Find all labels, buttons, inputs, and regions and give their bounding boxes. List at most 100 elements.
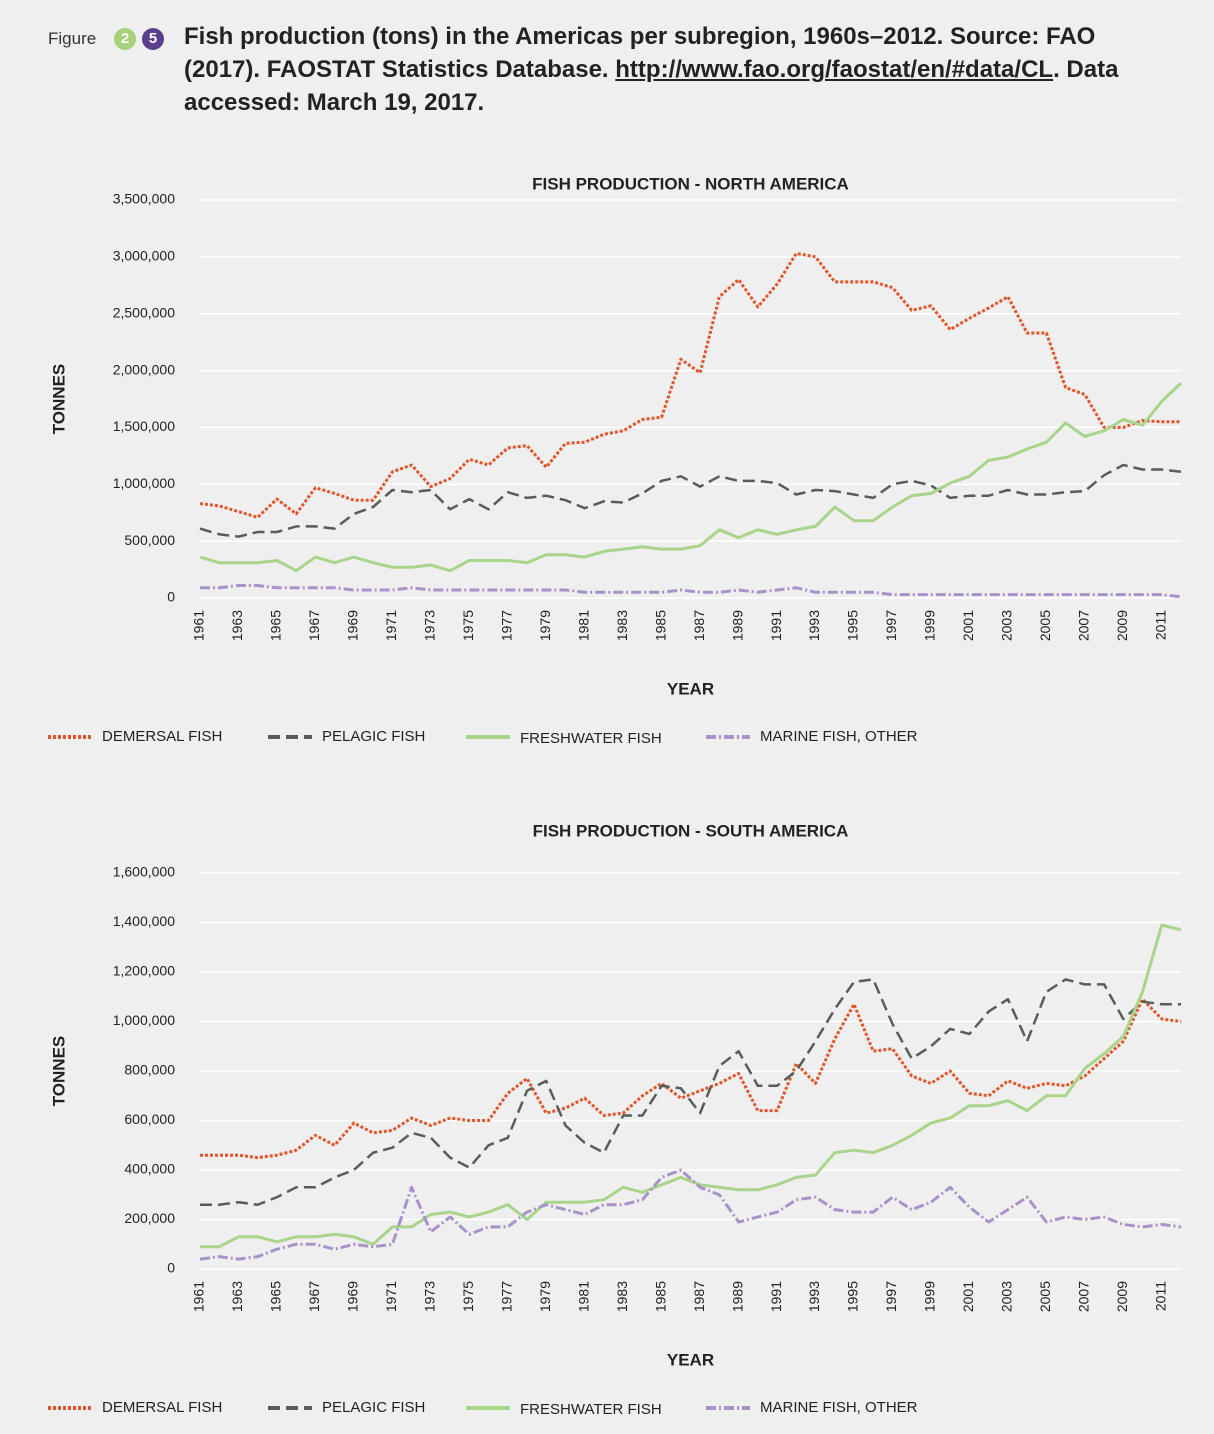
y-tick-label: 200,000	[124, 1210, 175, 1226]
x-tick-label: 1965	[268, 610, 284, 641]
x-tick-label: 1991	[768, 610, 784, 641]
x-tick-label: 1975	[460, 1281, 476, 1312]
caption-text: Fish production (tons) in the Americas p…	[184, 23, 1096, 83]
x-tick-label: 2007	[1076, 1281, 1092, 1312]
x-tick-label: 1979	[537, 610, 553, 641]
x-tick-label: 1985	[652, 610, 668, 641]
x-tick-label: 1973	[422, 610, 438, 641]
x-tick-label: 1961	[191, 1281, 207, 1312]
series-line	[199, 382, 1183, 573]
x-axis-label: YEAR	[667, 679, 714, 698]
series-line	[200, 584, 1182, 599]
y-tick-label: 600,000	[124, 1111, 175, 1127]
figure-header: Figure 2 5 Fish production (tons) in the…	[0, 0, 1214, 130]
y-tick-label: 400,000	[124, 1161, 175, 1177]
x-tick-label: 1977	[498, 610, 514, 641]
y-tick-label: 1,000,000	[113, 475, 175, 491]
y-tick-label: 3,000,000	[113, 248, 175, 264]
x-tick-label: 2005	[1037, 1281, 1053, 1312]
number-badge: 5	[142, 28, 164, 50]
chapter-badge: 2	[114, 28, 136, 50]
legend-label: MARINE FISH, OTHER	[760, 728, 918, 745]
x-tick-label: 1975	[460, 610, 476, 641]
x-tick-label: 2001	[960, 610, 976, 641]
x-tick-label: 1997	[883, 1281, 899, 1312]
x-tick-label: 1961	[191, 610, 207, 641]
y-axis-label: TONNES	[49, 1036, 68, 1107]
caption-after: . Data accessed: March 19, 2017.	[184, 56, 1119, 116]
y-tick-label: 800,000	[124, 1062, 175, 1078]
x-tick-label: 1989	[729, 1281, 745, 1312]
x-tick-label: 1963	[229, 610, 245, 641]
x-tick-label: 1983	[614, 1281, 630, 1312]
x-tick-label: 1985	[652, 1281, 668, 1312]
x-tick-label: 2003	[999, 1281, 1015, 1312]
x-tick-label: 2001	[960, 1281, 976, 1312]
caption: Fish production (tons) in the Americas p…	[184, 20, 1174, 119]
y-tick-label: 0	[167, 589, 175, 605]
x-tick-label: 1995	[845, 610, 861, 641]
x-tick-label: 2011	[1152, 1281, 1168, 1311]
x-tick-label: 1973	[422, 1281, 438, 1312]
x-tick-label: 2007	[1076, 610, 1092, 641]
x-tick-label: 1981	[575, 1281, 591, 1312]
y-tick-label: 1,500,000	[113, 418, 175, 434]
caption-link[interactable]: http://www.fao.org/faostat/en/#data/CL	[615, 56, 1054, 83]
x-tick-label: 2003	[999, 610, 1015, 641]
x-tick-label: 2005	[1037, 610, 1053, 641]
x-tick-label: 1999	[922, 610, 938, 641]
x-tick-label: 1971	[383, 610, 399, 641]
chart-title: FISH PRODUCTION - SOUTH AMERICA	[533, 821, 849, 840]
y-tick-label: 2,000,000	[113, 361, 175, 377]
y-tick-label: 1,400,000	[113, 913, 175, 929]
y-tick-label: 2,500,000	[113, 304, 175, 320]
x-tick-label: 1967	[306, 610, 322, 641]
series-line	[200, 923, 1182, 1249]
x-axis-label: YEAR	[667, 1350, 714, 1369]
series-line	[200, 978, 1181, 1206]
x-tick-label: 1999	[922, 1281, 938, 1312]
x-tick-label: 1969	[345, 1281, 361, 1312]
x-tick-label: 1971	[383, 1281, 399, 1312]
y-tick-label: 1,200,000	[113, 963, 175, 979]
series-line	[199, 463, 1182, 538]
x-tick-label: 1987	[691, 610, 707, 641]
y-tick-label: 3,500,000	[113, 191, 175, 207]
y-tick-label: 500,000	[124, 532, 175, 548]
x-tick-label: 1977	[498, 1281, 514, 1312]
legend-label: DEMERSAL FISH	[102, 1399, 222, 1416]
x-tick-label: 1963	[229, 1281, 245, 1312]
x-tick-label: 1987	[691, 1281, 707, 1312]
legend-label: PELAGIC FISH	[322, 1399, 425, 1416]
x-tick-label: 1991	[768, 1281, 784, 1312]
x-tick-label: 1993	[806, 1281, 822, 1312]
x-tick-label: 1993	[806, 610, 822, 641]
x-tick-label: 2009	[1114, 610, 1130, 641]
x-tick-label: 1965	[268, 1281, 284, 1312]
legend-label: DEMERSAL FISH	[102, 728, 222, 745]
x-tick-label: 1981	[575, 610, 591, 641]
x-tick-label: 1979	[537, 1281, 553, 1312]
x-tick-label: 2009	[1114, 1281, 1130, 1312]
y-tick-label: 1,600,000	[113, 864, 175, 880]
figure-label: Figure	[48, 29, 97, 48]
chart-title: FISH PRODUCTION - NORTH AMERICA	[532, 174, 849, 193]
x-tick-label: 1969	[345, 610, 361, 641]
y-tick-label: 1,000,000	[113, 1012, 175, 1028]
x-tick-label: 1983	[614, 610, 630, 641]
legend-label: FRESHWATER FISH	[520, 730, 662, 747]
y-tick-label: 0	[167, 1260, 175, 1276]
legend-label: PELAGIC FISH	[322, 728, 425, 745]
y-axis-label: TONNES	[49, 364, 68, 435]
series-line	[199, 251, 1181, 519]
x-tick-label: 1995	[845, 1281, 861, 1312]
x-tick-label: 1989	[729, 610, 745, 641]
x-tick-label: 1967	[306, 1281, 322, 1312]
x-tick-label: 2011	[1152, 610, 1168, 640]
series-line	[199, 1168, 1182, 1261]
legend-label: FRESHWATER FISH	[520, 1401, 662, 1418]
legend-label: MARINE FISH, OTHER	[760, 1399, 918, 1416]
x-tick-label: 1997	[883, 610, 899, 641]
